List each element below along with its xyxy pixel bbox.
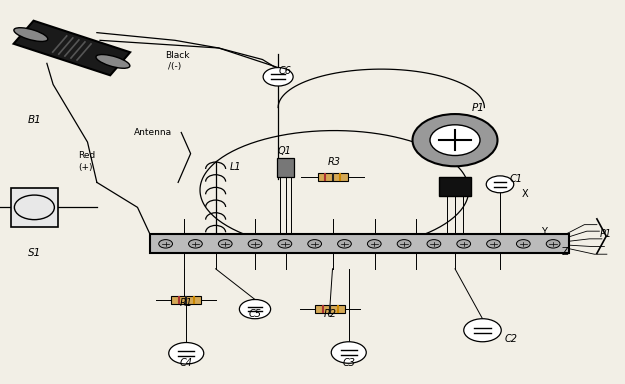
Text: S1: S1 [28, 248, 41, 258]
Circle shape [308, 240, 321, 248]
Circle shape [159, 240, 172, 248]
Text: C3: C3 [342, 358, 355, 368]
Circle shape [412, 114, 498, 166]
Circle shape [427, 240, 441, 248]
Circle shape [430, 125, 480, 156]
Ellipse shape [96, 55, 130, 68]
Circle shape [278, 240, 292, 248]
Text: Y: Y [541, 227, 547, 237]
Bar [150, 234, 569, 253]
Text: Black: Black [166, 51, 190, 60]
Bar [318, 173, 348, 181]
Circle shape [464, 319, 501, 342]
Text: Z: Z [562, 247, 569, 257]
Bar [439, 177, 471, 196]
Text: R3: R3 [328, 157, 341, 167]
Text: (+): (+) [78, 162, 92, 172]
Text: X: X [522, 189, 529, 199]
Text: Q1: Q1 [278, 146, 291, 156]
Text: Red: Red [78, 151, 96, 160]
Polygon shape [14, 21, 130, 75]
Bar [277, 158, 294, 177]
Text: Antenna: Antenna [134, 128, 172, 137]
Text: R1: R1 [180, 298, 192, 308]
Circle shape [331, 342, 366, 363]
Circle shape [457, 240, 471, 248]
Ellipse shape [14, 28, 48, 41]
Text: L1: L1 [230, 162, 242, 172]
Bar [315, 305, 345, 313]
Text: C1: C1 [509, 174, 522, 184]
Text: C4: C4 [180, 358, 192, 368]
Circle shape [398, 240, 411, 248]
Bar [171, 296, 201, 304]
Circle shape [189, 240, 202, 248]
Circle shape [368, 240, 381, 248]
Text: R2: R2 [324, 309, 336, 319]
Text: /(-): /(-) [168, 61, 181, 71]
Circle shape [546, 240, 560, 248]
Circle shape [486, 176, 514, 193]
Circle shape [169, 343, 204, 364]
Circle shape [263, 68, 293, 86]
Text: C5: C5 [249, 309, 261, 319]
Circle shape [248, 240, 262, 248]
Circle shape [239, 300, 271, 319]
Circle shape [338, 240, 351, 248]
Circle shape [516, 240, 530, 248]
Text: P1: P1 [472, 103, 485, 113]
Bar [11, 188, 58, 227]
Text: B1: B1 [28, 115, 41, 125]
Text: C2: C2 [504, 334, 518, 344]
Text: C6: C6 [278, 66, 291, 76]
Text: P1: P1 [600, 229, 612, 239]
Circle shape [218, 240, 232, 248]
Circle shape [487, 240, 501, 248]
